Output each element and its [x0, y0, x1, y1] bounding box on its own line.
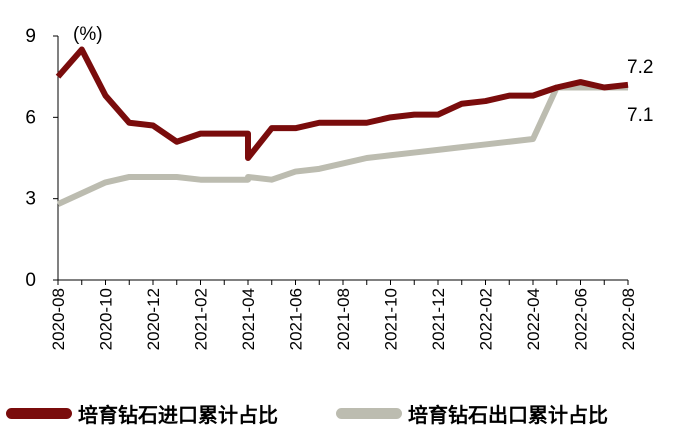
x-tick-label: 2021-06 [287, 288, 306, 350]
end-label-export: 7.1 [627, 105, 653, 126]
x-tick-label: 2021-12 [429, 288, 448, 350]
series-line-import [55, 46, 629, 161]
x-tick-label: 2020-12 [144, 288, 163, 350]
unit-label: (%) [73, 24, 103, 45]
series-line-export [56, 84, 628, 207]
legend-item-export: 培育钻石出口累计占比 [336, 396, 608, 430]
legend-swatch-export [336, 407, 402, 419]
labels-layer: (%) 7.2 7.1 [73, 24, 653, 126]
y-tick-label: 6 [25, 107, 36, 128]
y-tick-label: 0 [25, 270, 36, 291]
x-tick-label: 2022-04 [524, 288, 543, 350]
end-label-import: 7.2 [627, 57, 653, 78]
axes: 0 3 6 9 2020-08 2020-10 2020-12 2021-02 2021-04 2… [25, 26, 638, 350]
x-tick-label: 2021-10 [382, 288, 401, 350]
x-tick-label: 2021-08 [334, 288, 353, 350]
x-tick-label: 2021-02 [192, 288, 211, 350]
line-chart: 0 3 6 9 2020-08 2020-10 2020-12 2021-02 2021-04 2… [25, 24, 653, 350]
x-tick-label: 2022-08 [619, 288, 638, 350]
y-tick-label: 9 [25, 26, 36, 47]
x-tick-label: 2022-02 [477, 288, 496, 350]
legend-item-import: 培育钻石进口累计占比 [6, 396, 278, 430]
series-layer [55, 46, 629, 207]
y-tick-label: 3 [25, 189, 36, 210]
x-tick-label: 2022-06 [572, 288, 591, 350]
legend-swatch-import [6, 407, 72, 419]
x-tick-label: 2020-08 [49, 288, 68, 350]
legend-label-export: 培育钻石出口累计占比 [408, 402, 608, 427]
legend: 培育钻石进口累计占比 培育钻石出口累计占比 [6, 396, 670, 430]
legend-label-import: 培育钻石进口累计占比 [78, 402, 278, 427]
x-tick-label: 2020-10 [97, 288, 116, 350]
x-tick-label: 2021-04 [239, 288, 258, 350]
